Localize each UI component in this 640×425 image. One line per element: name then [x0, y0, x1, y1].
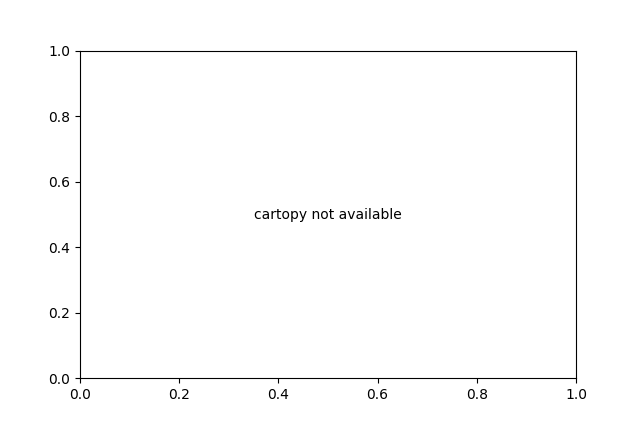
- Text: cartopy not available: cartopy not available: [254, 208, 402, 221]
